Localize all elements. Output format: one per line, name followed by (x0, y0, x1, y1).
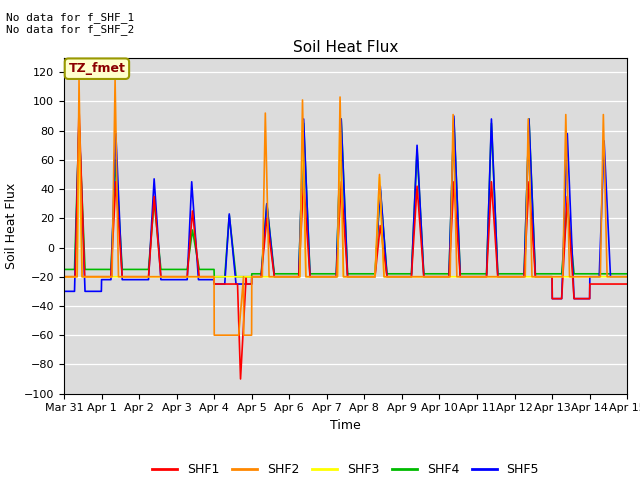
SHF4 (552, 271, 559, 276)
SHF3 (336, 116, 344, 122)
Line: SHF5: SHF5 (64, 116, 627, 299)
SHF5 (60, 288, 68, 294)
SHF3 (623, 274, 631, 280)
Title: Soil Heat Flux: Soil Heat Flux (293, 40, 398, 55)
SHF4 (211, 274, 218, 280)
Line: SHF2: SHF2 (64, 80, 627, 335)
Text: No data for f_SHF_2: No data for f_SHF_2 (6, 24, 134, 35)
Legend: SHF1, SHF2, SHF3, SHF4, SHF5: SHF1, SHF2, SHF3, SHF4, SHF5 (147, 458, 544, 480)
SHF2 (60, 274, 68, 280)
SHF1 (60, 274, 68, 280)
SHF3 (124, 274, 132, 280)
SHF4 (60, 266, 68, 272)
SHF1 (125, 274, 132, 280)
SHF1 (158, 274, 166, 280)
Line: SHF3: SHF3 (64, 119, 627, 277)
SHF2 (158, 274, 166, 280)
SHF1 (301, 196, 308, 202)
SHF5 (158, 277, 166, 283)
SHF5 (548, 296, 556, 301)
SHF3 (552, 274, 559, 280)
SHF4 (158, 266, 166, 272)
X-axis label: Time: Time (330, 419, 361, 432)
SHF5 (276, 274, 284, 280)
SHF3 (158, 274, 166, 280)
SHF5 (301, 134, 308, 140)
Text: TZ_fmet: TZ_fmet (68, 62, 125, 75)
SHF2 (612, 274, 620, 280)
SHF4 (301, 143, 308, 148)
SHF2 (125, 274, 132, 280)
SHF3 (60, 274, 68, 280)
SHF2 (211, 332, 218, 338)
Line: SHF4: SHF4 (64, 119, 627, 277)
SHF1 (237, 376, 244, 382)
SHF5 (552, 296, 559, 301)
SHF4 (337, 116, 345, 122)
Text: No data for f_SHF_1: No data for f_SHF_1 (6, 12, 134, 23)
SHF3 (301, 204, 308, 210)
SHF3 (612, 274, 620, 280)
SHF1 (552, 296, 559, 301)
Y-axis label: Soil Heat Flux: Soil Heat Flux (5, 182, 19, 269)
SHF5 (450, 113, 458, 119)
SHF1 (276, 274, 284, 280)
SHF2 (276, 274, 284, 280)
SHF2 (552, 274, 559, 280)
SHF1 (623, 281, 631, 287)
Line: SHF1: SHF1 (64, 109, 627, 379)
SHF1 (612, 281, 620, 287)
SHF1 (75, 106, 83, 112)
SHF2 (623, 274, 631, 280)
SHF4 (276, 271, 284, 276)
SHF5 (623, 274, 631, 280)
SHF5 (124, 277, 132, 283)
SHF4 (124, 266, 132, 272)
SHF5 (612, 274, 620, 280)
SHF4 (612, 271, 620, 276)
SHF2 (301, 215, 308, 221)
SHF2 (75, 77, 83, 83)
SHF4 (623, 271, 631, 276)
SHF3 (276, 274, 284, 280)
